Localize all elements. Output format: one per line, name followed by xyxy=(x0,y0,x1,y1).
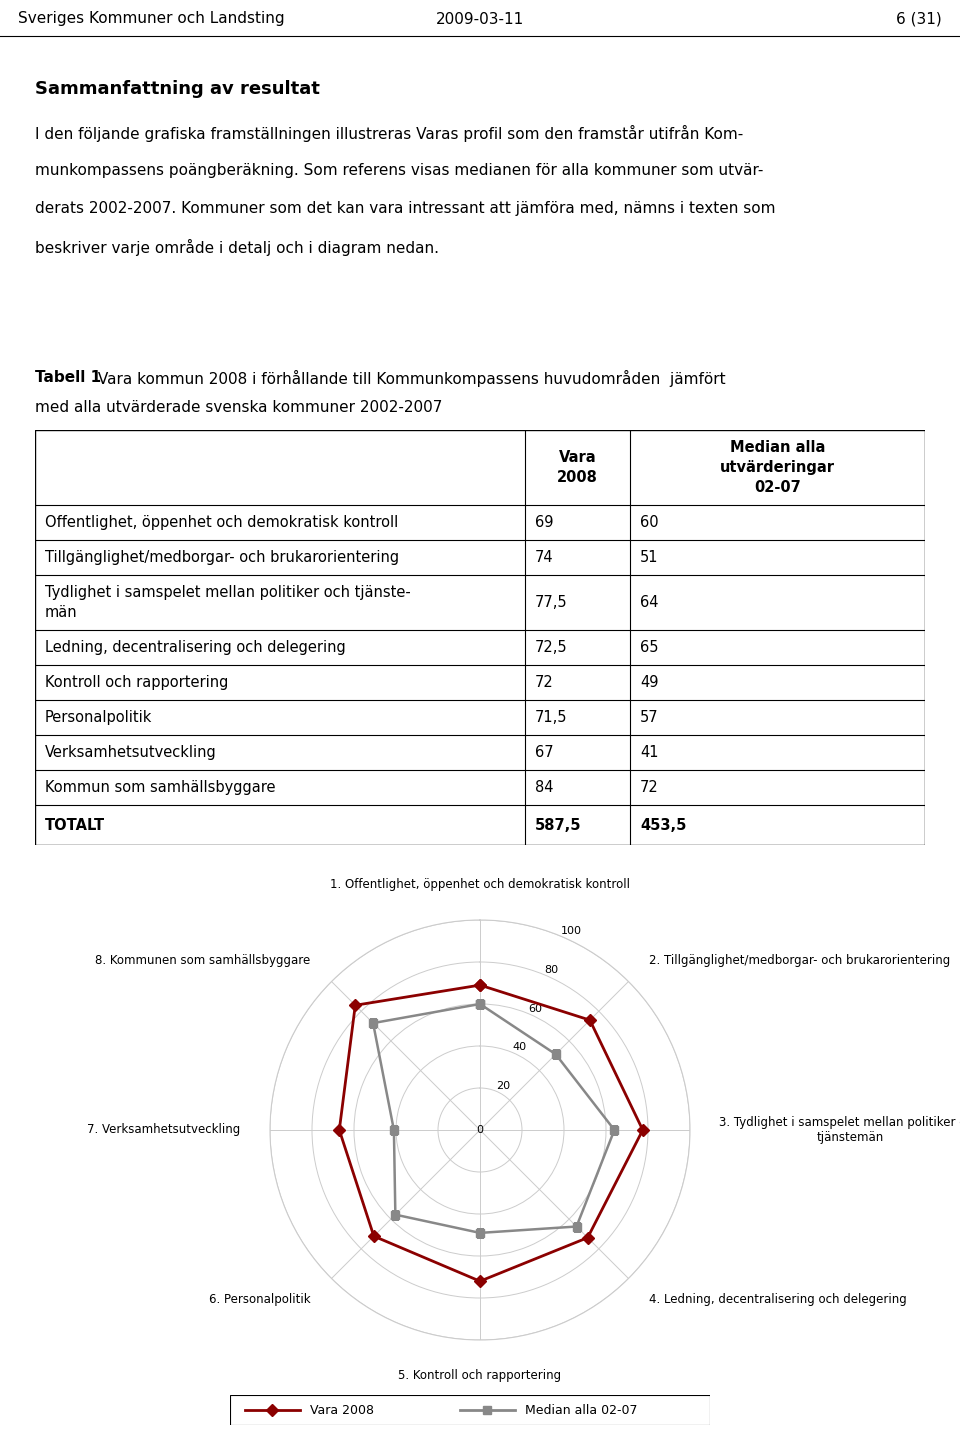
Text: 64: 64 xyxy=(640,595,659,610)
Text: 72,5: 72,5 xyxy=(535,640,567,655)
Text: 2. Tillgänglighet/medborgar- och brukarorientering: 2. Tillgänglighet/medborgar- och brukaro… xyxy=(649,954,950,967)
Text: 77,5: 77,5 xyxy=(535,595,567,610)
Text: Kommun som samhällsbyggare: Kommun som samhällsbyggare xyxy=(45,780,276,796)
Text: 41: 41 xyxy=(640,745,659,759)
Text: munkompassens poängberäkning. Som referens visas medianen för alla kommuner som : munkompassens poängberäkning. Som refere… xyxy=(35,163,763,179)
Text: 5. Kontroll och rapportering: 5. Kontroll och rapportering xyxy=(398,1369,562,1382)
Text: med alla utvärderade svenska kommuner 2002-2007: med alla utvärderade svenska kommuner 20… xyxy=(35,399,443,415)
Text: Personalpolitik: Personalpolitik xyxy=(45,710,153,725)
Text: beskriver varje område i detalj och i diagram nedan.: beskriver varje område i detalj och i di… xyxy=(35,240,439,256)
Text: 69: 69 xyxy=(535,515,554,530)
Text: 49: 49 xyxy=(640,675,659,690)
Text: I den följande grafiska framställningen illustreras Varas profil som den framstå: I den följande grafiska framställningen … xyxy=(35,125,743,142)
Text: 51: 51 xyxy=(640,550,659,565)
Text: 7. Verksamhetsutveckling: 7. Verksamhetsutveckling xyxy=(87,1124,241,1137)
Text: 2009-03-11: 2009-03-11 xyxy=(436,12,524,26)
Text: 72: 72 xyxy=(640,780,659,796)
Text: Tydlighet i samspelet mellan politiker och tjänste-
män: Tydlighet i samspelet mellan politiker o… xyxy=(45,585,411,620)
Text: Sveriges Kommuner och Landsting: Sveriges Kommuner och Landsting xyxy=(18,12,284,26)
Text: 6. Personalpolitik: 6. Personalpolitik xyxy=(209,1292,311,1305)
Text: Sammanfattning av resultat: Sammanfattning av resultat xyxy=(35,80,320,97)
Text: Median alla 02-07: Median alla 02-07 xyxy=(525,1404,637,1417)
Text: Offentlighet, öppenhet och demokratisk kontroll: Offentlighet, öppenhet och demokratisk k… xyxy=(45,515,398,530)
Text: 453,5: 453,5 xyxy=(640,817,686,832)
Text: 84: 84 xyxy=(535,780,554,796)
Text: 74: 74 xyxy=(535,550,554,565)
Text: 4. Ledning, decentralisering och delegering: 4. Ledning, decentralisering och deleger… xyxy=(649,1292,907,1305)
Text: Vara
2008: Vara 2008 xyxy=(557,450,598,485)
Text: 65: 65 xyxy=(640,640,659,655)
Text: Tabell 1: Tabell 1 xyxy=(35,370,101,385)
Text: 6 (31): 6 (31) xyxy=(897,12,942,26)
Text: 72: 72 xyxy=(535,675,554,690)
Text: Verksamhetsutveckling: Verksamhetsutveckling xyxy=(45,745,217,759)
Text: 71,5: 71,5 xyxy=(535,710,567,725)
Text: Vara kommun 2008 i förhållande till Kommunkompassens huvudområden  jämfört: Vara kommun 2008 i förhållande till Komm… xyxy=(93,370,726,388)
Text: 0: 0 xyxy=(476,1125,484,1135)
Text: Median alla
utvärderingar
02-07: Median alla utvärderingar 02-07 xyxy=(720,440,835,495)
Text: 1. Offentlighet, öppenhet och demokratisk kontroll: 1. Offentlighet, öppenhet och demokratis… xyxy=(330,877,630,890)
Text: Tillgänglighet/medborgar- och brukarorientering: Tillgänglighet/medborgar- och brukarorie… xyxy=(45,550,399,565)
Text: 8. Kommunen som samhällsbyggare: 8. Kommunen som samhällsbyggare xyxy=(95,954,311,967)
Text: 587,5: 587,5 xyxy=(535,817,582,832)
Text: TOTALT: TOTALT xyxy=(45,817,106,832)
Text: Vara 2008: Vara 2008 xyxy=(310,1404,374,1417)
Text: 57: 57 xyxy=(640,710,659,725)
Text: 3. Tydlighet i samspelet mellan politiker och
tjänstemän: 3. Tydlighet i samspelet mellan politike… xyxy=(719,1117,960,1144)
Text: Kontroll och rapportering: Kontroll och rapportering xyxy=(45,675,228,690)
Text: 60: 60 xyxy=(640,515,659,530)
Text: 67: 67 xyxy=(535,745,554,759)
Text: Ledning, decentralisering och delegering: Ledning, decentralisering och delegering xyxy=(45,640,346,655)
Text: derats 2002-2007. Kommuner som det kan vara intressant att jämföra med, nämns i : derats 2002-2007. Kommuner som det kan v… xyxy=(35,200,776,216)
